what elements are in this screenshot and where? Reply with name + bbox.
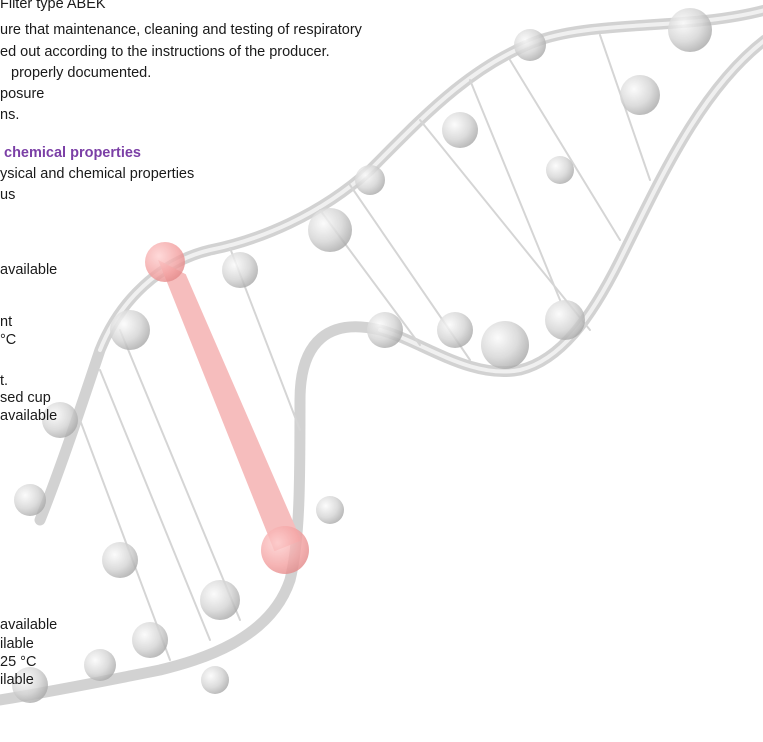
line-exposure: posure: [0, 86, 45, 102]
helix-ball: [316, 496, 344, 524]
value-25c: 25 °C: [0, 654, 37, 670]
helix-ball: [481, 321, 529, 369]
line-maintenance: ure that maintenance, cleaning and testi…: [0, 22, 362, 38]
value-t: t.: [0, 373, 9, 389]
line-ns: ns.: [0, 107, 20, 123]
helix-ball: [14, 484, 46, 516]
value-available-3: available: [0, 617, 58, 633]
helix-ball: [355, 165, 385, 195]
helix-ball: [84, 649, 116, 681]
helix-ball: [308, 208, 352, 252]
helix-strand: [0, 34, 763, 706]
line-us: us: [0, 187, 16, 203]
helix-ball: [102, 542, 138, 578]
helix-ball-red: [261, 526, 309, 574]
helix-ball: [668, 8, 712, 52]
helix-ball: [222, 252, 258, 288]
line-filter-type: Filter type ABEK: [0, 0, 106, 12]
helix-ball: [437, 312, 473, 348]
helix-ball: [201, 666, 229, 694]
value-ilable-1: ilable: [0, 636, 34, 652]
helix-ball: [200, 580, 240, 620]
helix-ball-red: [145, 242, 185, 282]
value-nt: nt: [0, 314, 13, 330]
line-documented: properly documented.: [11, 65, 152, 81]
line-instructions: ed out according to the instructions of …: [0, 44, 330, 60]
helix-ball: [367, 312, 403, 348]
line-physical-chemical: ysical and chemical properties: [0, 166, 195, 182]
helix-ball: [620, 75, 660, 115]
helix-ball: [110, 310, 150, 350]
helix-ball: [12, 667, 48, 703]
helix-ball: [442, 112, 478, 148]
helix-ball: [514, 29, 546, 61]
helix-ball: [546, 156, 574, 184]
value-ilable-2: ilable: [0, 672, 34, 688]
value-available-2: available: [0, 408, 58, 424]
helix-ball: [42, 402, 78, 438]
value-degc-1: °C: [0, 332, 17, 348]
section-heading: chemical properties: [4, 145, 141, 161]
helix-ball: [132, 622, 168, 658]
helix-ball: [545, 300, 585, 340]
value-available-1: available: [0, 262, 58, 278]
helix-red-rung: [158, 259, 302, 552]
value-closed-cup: sed cup: [0, 390, 51, 406]
